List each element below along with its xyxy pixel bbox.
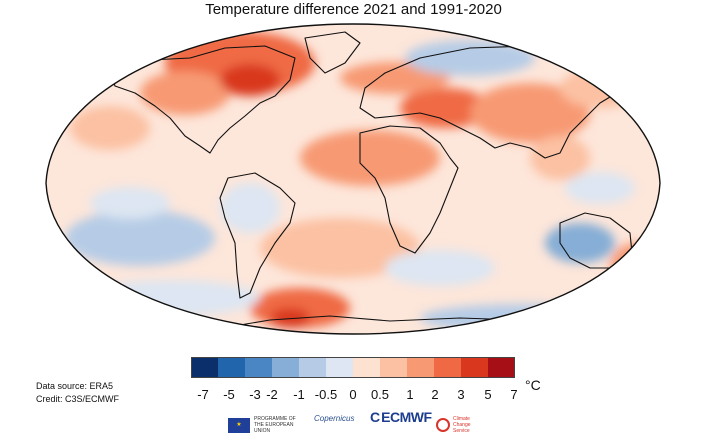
colorbar-swatch [488,357,515,378]
colorbar-swatch [326,357,353,378]
north-america-coast [109,45,296,154]
copernicus-logo-text: Copernicus [314,414,355,423]
colorbar-tick: -3 [249,387,261,402]
colorbar-swatch [380,357,407,378]
colorbar-swatch [407,357,434,378]
eu-logo: ★ PROGRAMME OF THE EUROPEAN UNION [228,416,306,434]
colorbar-swatch [461,357,488,378]
colorbar-swatch [353,357,380,378]
colorbar-tick: 0 [349,387,357,402]
colorbar-tick: -1 [293,387,305,402]
colorbar-tick: -7 [197,387,209,402]
ecmwf-mark-icon: C [370,409,381,425]
colorbar-swatch [218,357,245,378]
ecmwf-logo-text: ECMWF [381,409,432,425]
colorbar-tick: 3 [457,387,465,402]
colorbar-swatch [272,357,299,378]
credit-text: Credit: C3S/ECMWF [36,394,120,404]
colorbar-unit: °C [525,377,541,393]
south-america-coast [219,172,296,299]
c3s-logo-text: Climate Change Service [453,416,471,434]
eu-flag-icon: ★ [228,417,250,433]
colorbar-tick: -0.5 [314,387,338,402]
colorbar-tick: -5 [223,387,235,402]
colorbar-tick: 5 [484,387,492,402]
c3s-logo: Climate Change Service [436,416,483,434]
colorbar-swatch [299,357,326,378]
world-map [45,23,661,335]
ecmwf-logo: C ECMWF [370,409,432,425]
colorbar-tick: 0.5 [370,387,390,402]
colorbar-tick: -2 [266,387,278,402]
c3s-ring-icon [436,418,450,432]
map-title: Temperature difference 2021 and 1991-202… [205,1,502,18]
eu-logo-text: PROGRAMME OF THE EUROPEAN UNION [254,416,296,434]
data-source-text: Data source: ERA5 [36,381,114,391]
globe-outline [45,23,661,335]
colorbar-tick: 7 [510,387,518,402]
africa-coast [359,125,459,254]
temperature-anomaly-field [46,24,660,334]
europe-asia-coast [359,45,631,159]
colorbar-tick: 2 [431,387,439,402]
colorbar-swatch [245,357,272,378]
colorbar-swatch [434,357,461,378]
credits-block: Data source: ERA5 Credit: C3S/ECMWF [36,380,119,406]
greenland-coast [304,31,361,74]
colorbar-tick: 1 [406,387,414,402]
copernicus-logo: Copernicus [314,414,355,423]
colorbar-swatch [191,357,218,378]
logo-strip: ★ PROGRAMME OF THE EUROPEAN UNION Copern… [0,408,707,446]
